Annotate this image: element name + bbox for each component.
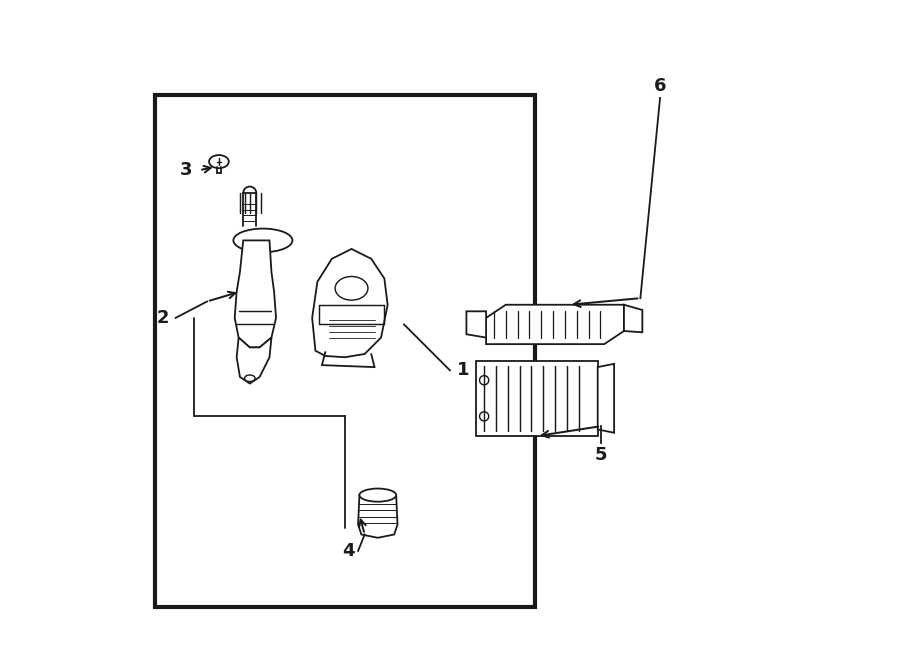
- Text: 6: 6: [653, 77, 666, 95]
- Text: 4: 4: [342, 542, 355, 560]
- Ellipse shape: [335, 277, 368, 300]
- PathPatch shape: [624, 305, 643, 332]
- PathPatch shape: [486, 305, 624, 344]
- PathPatch shape: [358, 495, 398, 538]
- Ellipse shape: [480, 412, 489, 421]
- Ellipse shape: [209, 155, 229, 168]
- Text: 1: 1: [456, 361, 469, 379]
- Bar: [476, 361, 598, 436]
- Text: 5: 5: [595, 446, 608, 464]
- Text: 2: 2: [157, 309, 169, 327]
- Bar: [155, 95, 536, 606]
- Ellipse shape: [359, 489, 396, 502]
- Ellipse shape: [233, 228, 292, 252]
- PathPatch shape: [237, 338, 272, 383]
- PathPatch shape: [598, 364, 614, 433]
- Text: 3: 3: [180, 161, 193, 179]
- Ellipse shape: [480, 375, 489, 385]
- PathPatch shape: [235, 240, 276, 348]
- PathPatch shape: [312, 249, 388, 357]
- Ellipse shape: [245, 375, 255, 381]
- PathPatch shape: [466, 311, 486, 338]
